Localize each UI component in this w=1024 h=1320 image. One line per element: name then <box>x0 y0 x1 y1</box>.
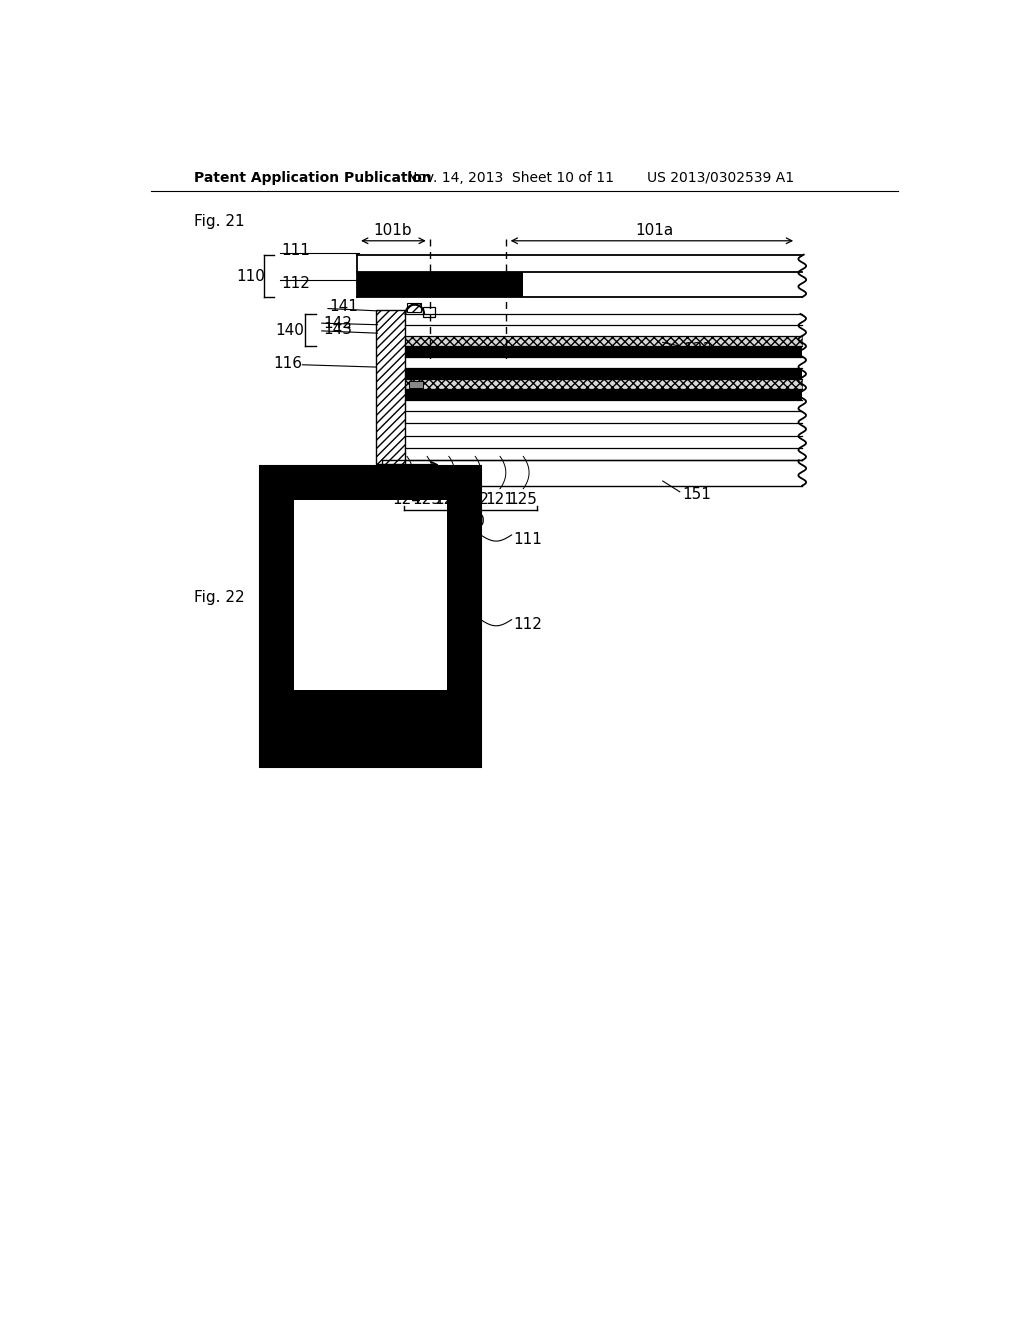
Text: Fig. 21: Fig. 21 <box>194 214 245 230</box>
Bar <box>406 424 802 436</box>
Text: 125: 125 <box>434 492 463 507</box>
Text: US 2013/0302539 A1: US 2013/0302539 A1 <box>647 170 795 185</box>
Text: 111: 111 <box>282 243 310 259</box>
Bar <box>376 310 406 465</box>
Text: 101a: 101a <box>635 223 674 238</box>
Bar <box>406 379 802 389</box>
Bar <box>406 346 802 358</box>
Text: 142: 142 <box>324 315 352 331</box>
Bar <box>294 500 446 690</box>
Text: 112: 112 <box>513 616 542 632</box>
Bar <box>407 304 421 313</box>
Text: 125: 125 <box>509 492 538 507</box>
Text: Patent Application Publication: Patent Application Publication <box>194 170 432 185</box>
Bar <box>406 368 802 379</box>
Text: 120: 120 <box>456 513 485 528</box>
Bar <box>406 389 802 400</box>
Bar <box>409 381 423 388</box>
Text: 116: 116 <box>273 356 302 371</box>
Bar <box>406 358 802 368</box>
Text: 140: 140 <box>275 322 304 338</box>
Bar <box>260 466 480 767</box>
Bar <box>406 335 802 346</box>
Text: 124: 124 <box>392 492 422 507</box>
Text: Nov. 14, 2013  Sheet 10 of 11: Nov. 14, 2013 Sheet 10 of 11 <box>407 170 614 185</box>
Text: 111: 111 <box>513 532 542 546</box>
Text: 122: 122 <box>461 492 489 507</box>
Text: 123: 123 <box>413 492 441 507</box>
Bar <box>356 272 523 297</box>
Text: 143: 143 <box>324 322 352 337</box>
Text: 151: 151 <box>682 487 711 503</box>
Text: 112: 112 <box>282 276 310 290</box>
Text: Fig. 22: Fig. 22 <box>194 590 245 605</box>
Text: 133: 133 <box>683 342 712 356</box>
Text: 101b: 101b <box>374 223 413 238</box>
Text: 110: 110 <box>237 269 265 284</box>
Bar <box>406 400 802 411</box>
Text: 141: 141 <box>330 298 358 314</box>
Text: 121: 121 <box>485 492 514 507</box>
Bar <box>423 308 435 317</box>
